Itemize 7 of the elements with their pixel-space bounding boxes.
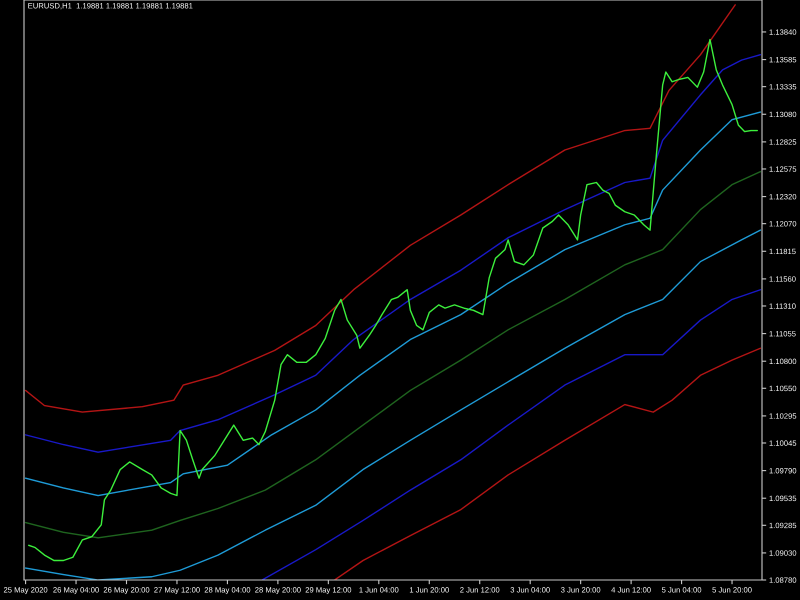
line-series bbox=[334, 348, 762, 580]
line-series bbox=[24, 170, 762, 538]
line-series bbox=[28, 38, 758, 562]
line-series bbox=[24, 54, 762, 453]
line-series bbox=[261, 289, 762, 580]
line-series bbox=[24, 111, 762, 496]
line-series bbox=[24, 4, 736, 413]
